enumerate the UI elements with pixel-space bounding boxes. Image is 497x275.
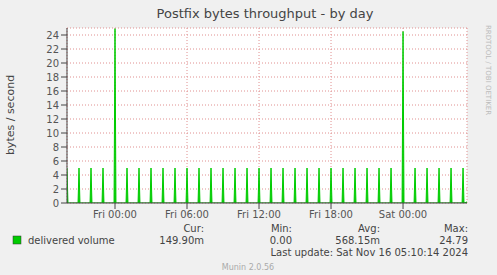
svg-text:6: 6 xyxy=(53,156,59,167)
svg-text:10: 10 xyxy=(46,128,59,139)
svg-text:bytes / second: bytes / second xyxy=(8,75,17,155)
svg-text:24: 24 xyxy=(46,30,59,41)
svg-text:18: 18 xyxy=(46,72,59,83)
svg-text:22: 22 xyxy=(46,44,59,55)
svg-text:Cur:: Cur: xyxy=(183,223,204,234)
svg-text:0: 0 xyxy=(53,198,59,209)
svg-text:Fri 00:00: Fri 00:00 xyxy=(93,209,137,220)
svg-text:20: 20 xyxy=(46,58,59,69)
svg-text:0.00: 0.00 xyxy=(270,235,292,246)
svg-text:12: 12 xyxy=(46,114,59,125)
svg-text:Last update: Sat Nov 16 05:10:: Last update: Sat Nov 16 05:10:14 2024 xyxy=(270,247,468,258)
svg-text:8: 8 xyxy=(53,142,59,153)
svg-text:16: 16 xyxy=(46,86,59,97)
svg-text:4: 4 xyxy=(53,170,59,181)
svg-text:delivered volume: delivered volume xyxy=(28,235,115,246)
svg-text:Min:: Min: xyxy=(271,223,292,234)
svg-text:568.15m: 568.15m xyxy=(335,235,380,246)
svg-text:Fri 06:00: Fri 06:00 xyxy=(165,209,209,220)
svg-text:Fri 18:00: Fri 18:00 xyxy=(309,209,353,220)
svg-text:Postfix bytes throughput - by: Postfix bytes throughput - by day xyxy=(157,6,374,21)
svg-text:2: 2 xyxy=(53,184,59,195)
svg-text:Avg:: Avg: xyxy=(358,223,380,234)
svg-text:Sat 00:00: Sat 00:00 xyxy=(379,209,427,220)
svg-text:Max:: Max: xyxy=(444,223,468,234)
svg-text:RRDTOOL / TOBI OETIKER: RRDTOOL / TOBI OETIKER xyxy=(484,25,489,115)
svg-text:14: 14 xyxy=(46,100,59,111)
svg-text:Munin 2.0.56: Munin 2.0.56 xyxy=(222,263,274,272)
svg-text:Fri 12:00: Fri 12:00 xyxy=(237,209,281,220)
svg-text:24.79: 24.79 xyxy=(439,235,468,246)
svg-text:149.90m: 149.90m xyxy=(159,235,204,246)
